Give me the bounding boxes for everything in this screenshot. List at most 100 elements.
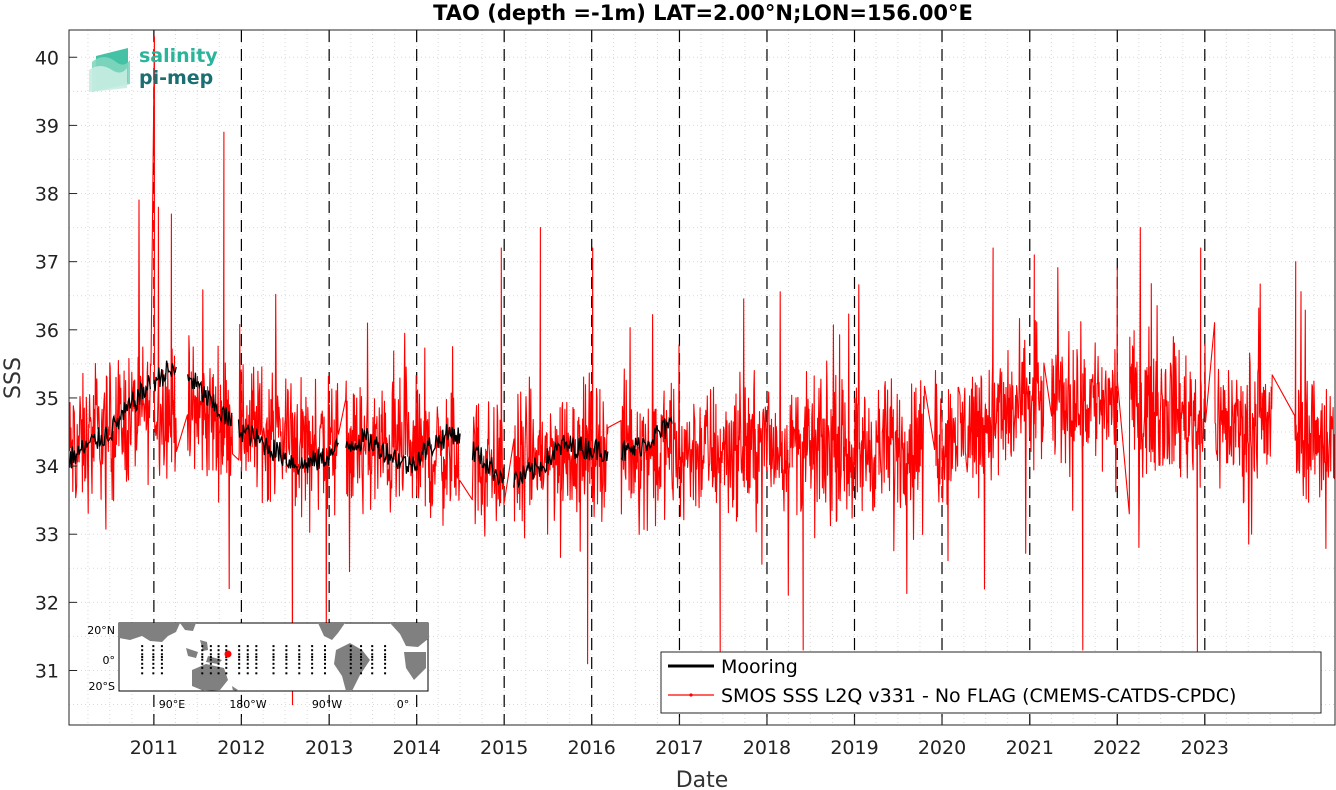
inset-mooring-dot — [349, 653, 352, 656]
inset-mooring-dot — [298, 666, 301, 669]
inset-mooring-dot — [255, 666, 258, 669]
inset-mooring-dot — [255, 658, 258, 661]
inset-mooring-dot — [152, 662, 155, 665]
inset-mooring-dot — [209, 649, 212, 652]
inset-lon-label: 0° — [397, 698, 410, 711]
x-tick-label: 2013 — [305, 737, 353, 759]
inset-mooring-dot — [360, 656, 363, 658]
inset-mooring-dot — [371, 656, 374, 658]
inset-mooring-dot — [201, 658, 204, 661]
inset-mooring-dot — [201, 662, 204, 665]
inset-mooring-dot — [371, 672, 374, 675]
inset-mooring-dot — [285, 656, 288, 658]
inset-mooring-dot — [371, 666, 374, 669]
inset-mooring-dot — [272, 653, 275, 656]
x-tick-label: 2019 — [830, 737, 878, 759]
inset-mooring-dot — [311, 672, 314, 675]
inset-mooring-dot — [217, 666, 220, 669]
inset-mooring-dot — [371, 649, 374, 652]
inset-mooring-dot — [324, 662, 326, 665]
inset-location-marker — [224, 650, 232, 658]
inset-mooring-dot — [201, 649, 204, 652]
inset-mooring-dot — [384, 658, 387, 661]
x-tick-label: 2017 — [655, 737, 703, 759]
inset-mooring-dot — [298, 656, 301, 658]
inset-mooring-dot — [141, 649, 144, 652]
inset-mooring-dot — [324, 656, 326, 658]
inset-mooring-dot — [152, 666, 155, 669]
inset-mooring-dot — [272, 658, 275, 661]
inset-mooring-dot — [371, 653, 374, 656]
inset-axis-labels: 20°N 0° 20°S 90°E 180°W 90°W 0° — [87, 624, 409, 711]
inset-mooring-dot — [238, 662, 241, 665]
inset-mooring-dot — [311, 662, 314, 665]
inset-mooring-dot — [141, 645, 144, 648]
series-mooring — [69, 360, 673, 489]
inset-mooring-dot — [360, 662, 363, 665]
legend-entry-smos: SMOS SSS L2Q v331 - No FLAG (CMEMS-CATDS… — [721, 685, 1236, 707]
inset-mooring-dot — [324, 649, 326, 652]
y-tick-label: 32 — [35, 592, 59, 614]
inset-mooring-dot — [209, 645, 212, 648]
x-tick-label: 2021 — [1006, 737, 1054, 759]
inset-mooring-dot — [217, 672, 220, 675]
inset-mooring-dot — [324, 672, 326, 675]
inset-mooring-dot — [225, 649, 228, 652]
inset-mooring-dot — [201, 645, 204, 648]
inset-mooring-dot — [209, 658, 212, 661]
inset-mooring-dot — [272, 662, 275, 665]
inset-mooring-dot — [246, 653, 249, 656]
inset-mooring-dot — [255, 653, 258, 656]
inset-mooring-dot — [160, 658, 163, 661]
inset-mooring-dot — [384, 662, 387, 665]
x-tick-label: 2020 — [918, 737, 966, 759]
inset-lon-label: 180°W — [229, 698, 266, 711]
inset-mooring-dot — [324, 666, 326, 669]
x-tick-label: 2023 — [1181, 737, 1229, 759]
x-axis-ticks: 2011 2012 2013 2014 2015 2016 2017 2018 2019 2020… — [130, 717, 1229, 759]
salinity-pimep-logo: salinity pi-mep — [89, 45, 218, 92]
legend-swatch-smos-marker — [689, 693, 693, 697]
x-tick-label: 2012 — [217, 737, 265, 759]
y-axis-ticks: 31 32 33 34 35 36 37 38 39 40 — [35, 47, 77, 682]
inset-mooring-dot — [201, 653, 204, 656]
inset-mooring-dot — [285, 662, 288, 665]
inset-mooring-dot — [201, 666, 204, 669]
inset-mooring-dot — [217, 645, 220, 648]
inset-mooring-dot — [272, 656, 275, 658]
y-tick-label: 35 — [35, 388, 59, 410]
inset-mooring-dot — [311, 649, 314, 652]
inset-mooring-dots — [141, 645, 387, 675]
inset-mooring-dot — [360, 645, 363, 648]
y-tick-label: 31 — [35, 660, 59, 682]
inset-mooring-dot — [371, 645, 374, 648]
inset-mooring-dot — [311, 653, 314, 656]
inset-mooring-dot — [201, 656, 204, 658]
inset-mooring-dot — [217, 649, 220, 652]
inset-lat-label: 20°N — [87, 624, 115, 637]
inset-mooring-dot — [255, 656, 258, 658]
inset-mooring-dot — [238, 672, 241, 675]
y-tick-label: 40 — [35, 47, 59, 69]
inset-mooring-dot — [225, 672, 228, 675]
inset-mooring-dot — [246, 662, 249, 665]
inset-mooring-dot — [225, 666, 228, 669]
inset-mooring-dot — [246, 658, 249, 661]
inset-mooring-dot — [160, 666, 163, 669]
inset-mooring-dot — [371, 658, 374, 661]
series-smos-line — [68, 36, 1336, 706]
inset-mooring-dot — [285, 653, 288, 656]
inset-mooring-dot — [324, 658, 326, 661]
y-tick-label: 39 — [35, 115, 59, 137]
inset-lon-label: 90°W — [312, 698, 342, 711]
series-mooring-line — [69, 360, 673, 489]
inset-mooring-dot — [384, 653, 387, 656]
inset-mooring-dot — [384, 672, 387, 675]
x-axis-label: Date — [676, 768, 729, 790]
inset-mooring-dot — [246, 649, 249, 652]
inset-mooring-dot — [217, 656, 220, 658]
inset-mooring-dot — [141, 672, 144, 675]
inset-mooring-dot — [384, 645, 387, 648]
inset-mooring-dot — [141, 666, 144, 669]
inset-mooring-dot — [238, 649, 241, 652]
